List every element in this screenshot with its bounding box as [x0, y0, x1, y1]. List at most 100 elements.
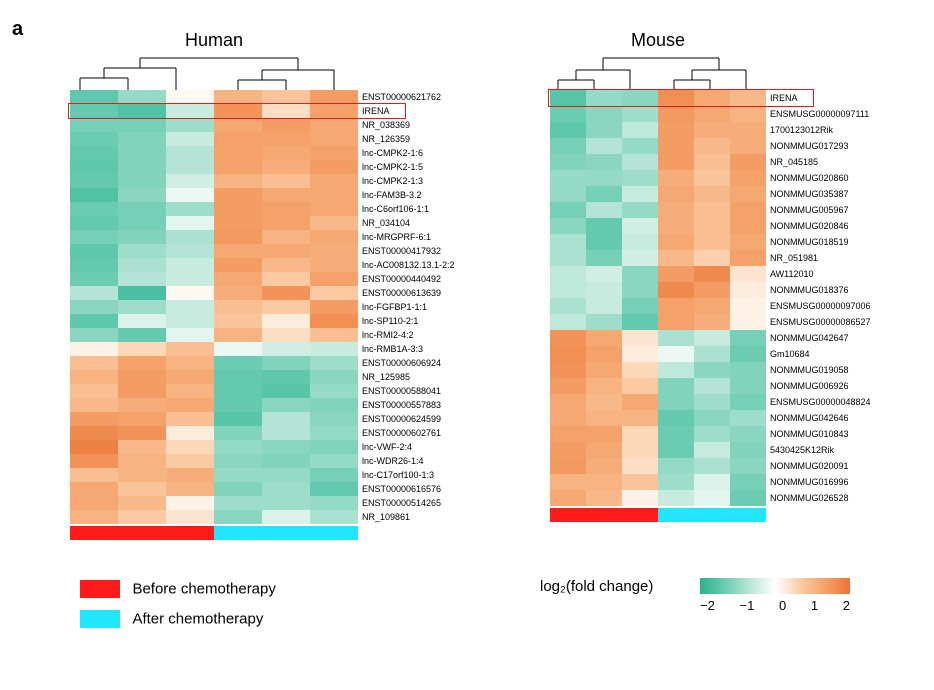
- heatmap-cell: [694, 362, 730, 378]
- heatmap-cell: [310, 104, 358, 118]
- colorscale-label: log₂(fold change): [540, 578, 653, 595]
- heatmap-cell: [658, 314, 694, 330]
- heatmap-cell: [166, 356, 214, 370]
- row-label: NONMMUG019058: [770, 366, 849, 375]
- heatmap-cell: [214, 132, 262, 146]
- row-label: NONMMUG020860: [770, 174, 849, 183]
- row-label: ENST00000616576: [362, 485, 441, 494]
- heatmap-row: [70, 314, 358, 328]
- heatmap-cell: [550, 314, 586, 330]
- heatmap-cell: [118, 202, 166, 216]
- heatmap-cell: [118, 328, 166, 342]
- heatmap-cell: [586, 314, 622, 330]
- heatmap-row: [550, 458, 766, 474]
- heatmap-cell: [166, 328, 214, 342]
- heatmap-cell: [730, 458, 766, 474]
- heatmap-cell: [730, 218, 766, 234]
- row-label: NR_038369: [362, 121, 410, 130]
- heatmap-cell: [694, 426, 730, 442]
- heatmap-row: [70, 384, 358, 398]
- heatmap-cell: [118, 426, 166, 440]
- heatmap-cell: [586, 202, 622, 218]
- heatmap-cell: [730, 378, 766, 394]
- heatmap-cell: [550, 426, 586, 442]
- condition-segment: [694, 508, 730, 522]
- heatmap-cell: [166, 202, 214, 216]
- heatmap-row: [550, 122, 766, 138]
- heatmap-cell: [262, 160, 310, 174]
- heatmap-row: [550, 186, 766, 202]
- condition-segment: [730, 508, 766, 522]
- heatmap-cell: [214, 216, 262, 230]
- heatmap-cell: [118, 356, 166, 370]
- heatmap-cell: [166, 272, 214, 286]
- heatmap-cell: [550, 266, 586, 282]
- heatmap-cell: [622, 474, 658, 490]
- heatmap-row: [550, 250, 766, 266]
- row-label: NONMMUG016996: [770, 478, 849, 487]
- heatmap-cell: [214, 272, 262, 286]
- row-label: NONMMUG020091: [770, 462, 849, 471]
- heatmap-cell: [214, 440, 262, 454]
- condition-segment: [214, 526, 262, 540]
- heatmap-cell: [622, 250, 658, 266]
- heatmap-cell: [658, 362, 694, 378]
- heatmap-cell: [586, 410, 622, 426]
- heatmap-cell: [262, 412, 310, 426]
- heatmap-cell: [658, 170, 694, 186]
- heatmap-cell: [214, 496, 262, 510]
- condition-segment: [166, 526, 214, 540]
- heatmap-cell: [70, 482, 118, 496]
- heatmap-cell: [214, 244, 262, 258]
- heatmap-cell: [694, 186, 730, 202]
- row-label: lnc-CMPK2-1:5: [362, 163, 423, 172]
- heatmap-cell: [586, 266, 622, 282]
- condition-segment: [118, 526, 166, 540]
- heatmap-cell: [166, 286, 214, 300]
- heatmap-cell: [622, 426, 658, 442]
- heatmap-cell: [118, 244, 166, 258]
- heatmap-cell: [118, 342, 166, 356]
- heatmap-cell: [550, 154, 586, 170]
- heatmap-cell: [730, 490, 766, 506]
- heatmap-row: [550, 330, 766, 346]
- heatmap-row: [70, 272, 358, 286]
- heatmap-cell: [550, 346, 586, 362]
- heatmap-cell: [310, 146, 358, 160]
- heatmap-cell: [310, 496, 358, 510]
- row-label: NONMMUG020846: [770, 222, 849, 231]
- condition-bar-human: [70, 526, 358, 540]
- heatmap-cell: [166, 174, 214, 188]
- heatmap-cell: [310, 244, 358, 258]
- heatmap-cell: [658, 474, 694, 490]
- heatmap-cell: [262, 132, 310, 146]
- legend-before-label: Before chemotherapy: [132, 581, 275, 598]
- heatmap-cell: [730, 330, 766, 346]
- heatmap-cell: [214, 482, 262, 496]
- heatmap-cell: [730, 362, 766, 378]
- dendrogram-mouse: [550, 50, 766, 90]
- heatmap-cell: [694, 378, 730, 394]
- heatmap-row: [70, 202, 358, 216]
- heatmap-cell: [622, 170, 658, 186]
- heatmap-cell: [550, 90, 586, 106]
- heatmap-cell: [694, 490, 730, 506]
- row-label: lnc-RMI2-4:2: [362, 331, 414, 340]
- heatmap-cell: [118, 216, 166, 230]
- heatmap-cell: [730, 234, 766, 250]
- heatmap-cell: [118, 412, 166, 426]
- heatmap-cell: [118, 440, 166, 454]
- row-label: lnc-SP110-2:1: [362, 317, 418, 326]
- heatmap-row: [70, 398, 358, 412]
- heatmap-cell: [730, 186, 766, 202]
- heatmap-cell: [166, 314, 214, 328]
- heatmap-cell: [70, 412, 118, 426]
- heatmap-cell: [694, 346, 730, 362]
- heatmap-row: [550, 298, 766, 314]
- heatmap-cell: [310, 118, 358, 132]
- heatmap-cell: [118, 300, 166, 314]
- heatmap-cell: [166, 510, 214, 524]
- heatmap-mouse-title: Mouse: [550, 30, 766, 51]
- heatmap-row: [550, 490, 766, 506]
- heatmap-cell: [214, 454, 262, 468]
